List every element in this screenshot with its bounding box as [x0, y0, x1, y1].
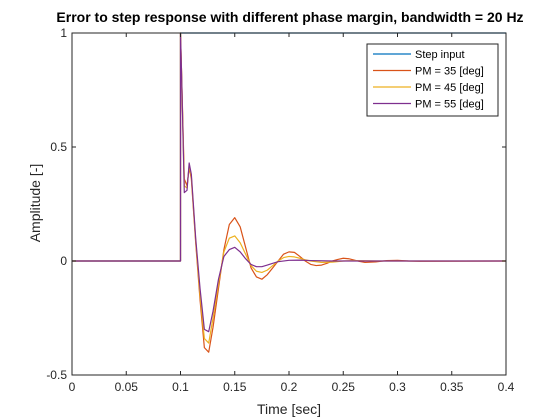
x-tick-label: 0.2: [281, 380, 298, 394]
x-tick-label: 0.1: [172, 380, 189, 394]
y-axis-label: Amplitude [-]: [27, 164, 43, 243]
x-tick-label: 0: [69, 380, 76, 394]
x-tick-label: 0.4: [498, 380, 515, 394]
legend-label-2: PM = 35 [deg]: [415, 66, 484, 78]
x-tick-label: 0.05: [115, 380, 139, 394]
legend-label-3: PM = 45 [deg]: [415, 82, 484, 94]
y-tick-label: -0.5: [46, 368, 67, 382]
legend-label-4: PM = 55 [deg]: [415, 99, 484, 111]
x-tick-label: 0.15: [223, 380, 247, 394]
x-tick-label: 0.35: [440, 380, 464, 394]
x-tick-label: 0.25: [332, 380, 356, 394]
y-tick-label: 0: [60, 254, 67, 268]
legend-label-1: Step input: [415, 49, 465, 61]
legend: Step input PM = 35 [deg] PM = 45 [deg] PM =…: [367, 44, 498, 116]
y-tick-label: 1: [60, 26, 67, 40]
x-axis-label: Time [sec]: [257, 401, 321, 417]
y-tick-label: 0.5: [50, 140, 67, 154]
x-tick-label: 0.3: [389, 380, 406, 394]
chart-title: Error to step response with different ph…: [56, 9, 523, 25]
